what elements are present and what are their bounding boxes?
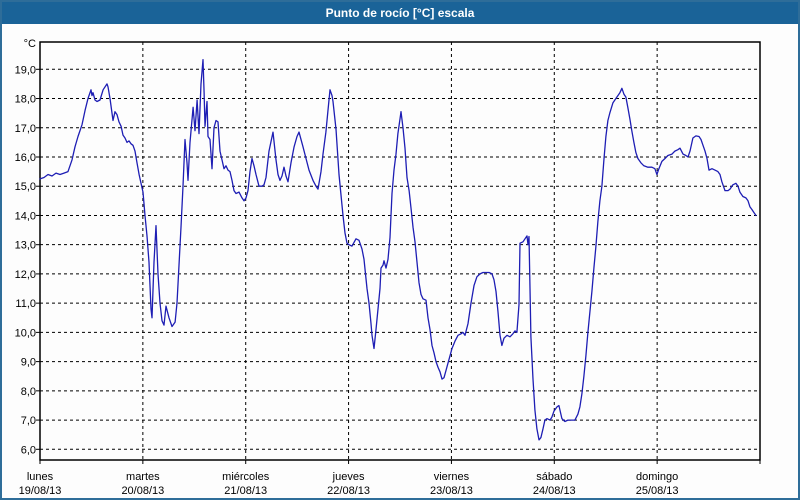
y-tick-label: 15,0: [15, 181, 36, 193]
day-date-label: 24/08/13: [533, 485, 576, 497]
day-date-label: 20/08/13: [121, 485, 164, 497]
day-date-label: 23/08/13: [430, 485, 473, 497]
y-tick-label: 8,0: [21, 386, 36, 398]
y-tick-label: 7,0: [21, 415, 36, 427]
y-tick-label: 6,0: [21, 444, 36, 456]
day-name-label: domingo: [636, 471, 678, 483]
day-name-label: viernes: [434, 471, 470, 483]
plot-frame: [39, 41, 761, 461]
y-tick-label: 17,0: [15, 123, 36, 135]
day-date-label: 25/08/13: [636, 485, 679, 497]
chart-title: Punto de rocío [°C] escala: [325, 6, 475, 20]
title-bar: Punto de rocío [°C] escala: [2, 2, 798, 24]
y-tick-label: 13,0: [15, 240, 36, 252]
day-name-label: miércoles: [222, 471, 270, 483]
y-tick-label: 12,0: [15, 269, 36, 281]
y-tick-label: 18,0: [15, 94, 36, 106]
day-name-label: martes: [126, 471, 160, 483]
day-date-label: 21/08/13: [224, 485, 267, 497]
y-tick-label: 19,0: [15, 64, 36, 76]
day-date-label: 22/08/13: [327, 485, 370, 497]
y-axis-unit-label: °C: [24, 38, 36, 50]
y-tick-label: 11,0: [15, 298, 36, 310]
day-name-label: lunes: [27, 471, 54, 483]
y-tick-label: 9,0: [21, 357, 36, 369]
y-tick-label: 16,0: [15, 152, 36, 164]
y-tick-label: 10,0: [15, 327, 36, 339]
day-date-label: 19/08/13: [19, 485, 62, 497]
day-name-label: sábado: [536, 471, 572, 483]
day-name-label: jueves: [332, 471, 365, 483]
y-tick-label: 14,0: [15, 210, 36, 222]
dew-point-line: [39, 59, 757, 441]
